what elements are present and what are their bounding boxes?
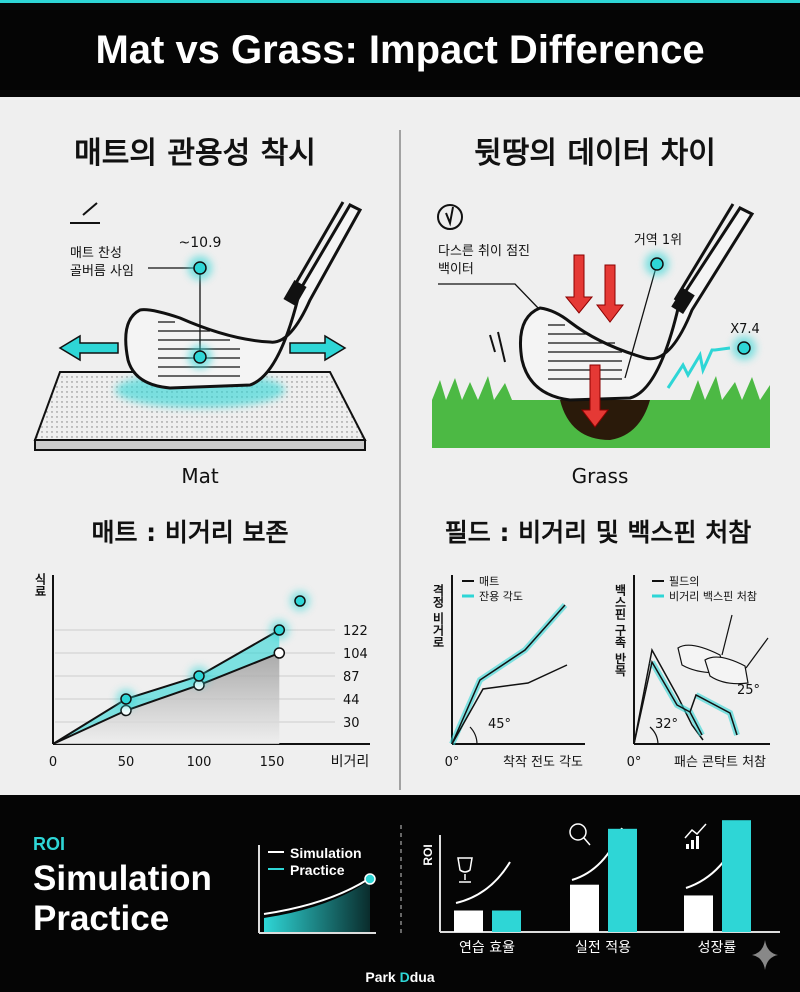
y-tick-label: 122 bbox=[343, 624, 368, 639]
y-axis-label: ROI bbox=[421, 844, 435, 865]
bottom-title-line1: Simulation bbox=[33, 859, 212, 898]
page-title: Mat vs Grass: Impact Difference bbox=[95, 28, 704, 72]
left-callout-line2: 골버름 사임 bbox=[70, 264, 134, 279]
roi-trend-chart: Simulation Practice bbox=[258, 845, 376, 934]
data-point bbox=[273, 624, 286, 636]
category-label: 연습 효율 bbox=[459, 940, 515, 956]
y-tick-label: 87 bbox=[343, 670, 360, 685]
left-callout-line1: 매트 찬성 bbox=[70, 246, 122, 261]
backspin-chart: 백스핀 구족 반목 0° 패슨 콘탁트 처참 필드의 비거리 백스핀 처참 25… bbox=[613, 575, 770, 770]
legend-angle: 잔용 각도 bbox=[479, 590, 523, 603]
launch-angle-chart: 격정 비거로 0° 착작 전도 각도 매트 잔용 각도 45° bbox=[431, 575, 585, 770]
left-value: ~10.9 bbox=[179, 235, 222, 251]
grass-illustration bbox=[432, 203, 770, 448]
left-subheading: 매트 : 비거리 보존 bbox=[91, 518, 288, 547]
category-label: 실전 적용 bbox=[575, 940, 631, 956]
trophy-icon bbox=[457, 857, 473, 883]
footer-panel bbox=[0, 795, 800, 992]
impact-marker bbox=[193, 261, 207, 275]
mat-label: Mat bbox=[181, 464, 219, 488]
bar bbox=[570, 884, 599, 932]
brand-logo: Park Ddua bbox=[365, 969, 434, 985]
angle-label: 32° bbox=[655, 717, 678, 732]
y-axis-label: 식료 bbox=[33, 572, 47, 597]
angle-series-line bbox=[451, 604, 566, 745]
right-value-top: 거역 1위 bbox=[634, 233, 682, 248]
y-tick-label: 104 bbox=[343, 647, 368, 662]
x-origin-label: 0° bbox=[627, 755, 642, 770]
bar bbox=[454, 910, 483, 932]
roi-label: ROI bbox=[33, 834, 65, 854]
category-label: 성장률 bbox=[698, 940, 737, 956]
y-axis-label: 격정 비거로 bbox=[431, 583, 445, 649]
bar bbox=[492, 910, 521, 932]
x-tick-label: 150 bbox=[260, 755, 285, 770]
series-line bbox=[52, 652, 280, 745]
magnifier-chart-icon bbox=[569, 823, 591, 846]
mat-illustration bbox=[33, 201, 367, 451]
y-tick-label: 30 bbox=[343, 716, 360, 731]
right-subheading: 필드 : 비거리 및 백스핀 처참 bbox=[445, 518, 752, 547]
data-point bbox=[273, 647, 286, 659]
data-point bbox=[193, 670, 205, 682]
arrow-right-icon bbox=[289, 334, 347, 362]
sparkle-icon bbox=[752, 940, 778, 970]
x-axis-label: 비거리 bbox=[331, 754, 370, 770]
impact-shock-marks bbox=[489, 331, 506, 363]
trend-arrow-1 bbox=[455, 861, 511, 904]
x-tick-label: 0 bbox=[49, 755, 57, 770]
arrow-left-icon bbox=[58, 334, 119, 362]
legend-practice: Practice bbox=[290, 862, 345, 878]
series-line bbox=[52, 629, 280, 745]
left-heading: 매트의 관용성 착시 bbox=[74, 136, 316, 171]
y-tick-label: 44 bbox=[343, 693, 360, 708]
right-heading: 뒷땅의 데이터 차이 bbox=[474, 136, 716, 171]
header-accent-line bbox=[0, 0, 800, 3]
projected-point bbox=[294, 595, 306, 607]
x-axis-label: 패슨 콘탁트 처참 bbox=[674, 755, 766, 770]
bar bbox=[684, 895, 713, 932]
downward-force-arrows bbox=[564, 254, 625, 428]
legend-mat: 매트 bbox=[479, 575, 499, 588]
clock-icon bbox=[437, 204, 463, 230]
angle-arc bbox=[469, 726, 478, 745]
growth-chart-icon bbox=[684, 823, 707, 849]
right-value-right: X7.4 bbox=[730, 322, 760, 337]
grass-label: Grass bbox=[572, 464, 629, 488]
bar bbox=[608, 828, 637, 932]
x-axis-label: 착작 전도 각도 bbox=[503, 755, 583, 770]
roi-bar-chart: ROI 연습 효율 실전 적용 성장률 bbox=[421, 820, 780, 956]
right-callout-line2: 백이터 bbox=[438, 262, 474, 277]
contact-marker bbox=[193, 350, 207, 364]
x-tick-label: 100 bbox=[187, 755, 212, 770]
x-tick-label: 50 bbox=[118, 755, 135, 770]
data-point bbox=[120, 693, 132, 705]
bottom-title-line2: Practice bbox=[33, 899, 169, 938]
header-bar bbox=[0, 0, 800, 97]
legend-backspin: 비거리 백스핀 처참 bbox=[669, 590, 757, 603]
right-callout-line1: 다스른 취이 점진 bbox=[438, 244, 530, 259]
backspin-series-line bbox=[633, 659, 738, 745]
mat-series-line bbox=[451, 664, 568, 745]
carry-distance-chart: 식료 비거리 30 44 87 104 122 0 50 100 150 bbox=[33, 572, 370, 770]
angle-label-2: 25° bbox=[737, 683, 760, 698]
legend-simulation: Simulation bbox=[290, 845, 362, 861]
x-origin-label: 0° bbox=[445, 755, 460, 770]
y-axis-label: 백스핀 구족 반목 bbox=[613, 583, 627, 677]
slope-icon bbox=[70, 202, 100, 224]
legend-field: 필드의 bbox=[669, 575, 699, 588]
angle-label: 45° bbox=[488, 717, 511, 732]
bar bbox=[722, 820, 751, 932]
club-heads-icon bbox=[677, 614, 769, 685]
